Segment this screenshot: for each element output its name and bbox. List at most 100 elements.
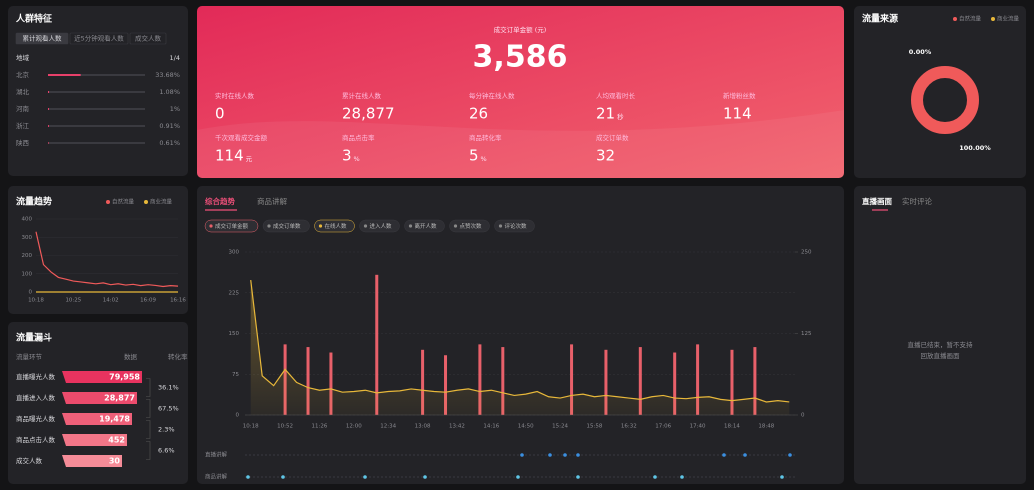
bracket [146,441,151,460]
tab[interactable]: 商品讲解 [257,196,287,206]
bar [604,349,608,415]
filter-label[interactable]: 离开人数 [415,222,438,230]
metric-label: 每分钟在线人数 [469,91,515,100]
y2-tick-label: 125 [801,331,812,337]
line-area [250,280,790,415]
headline-value: 3,586 [473,40,568,75]
bar [673,352,677,415]
pill-dot [318,224,323,228]
line [250,279,790,403]
x-tick-label: 15:58 [587,424,603,430]
timeline-label: 直播讲解 [205,451,228,459]
legend-label: 商业流量 [150,198,173,206]
bracket [146,378,151,397]
stage-name: 商品点击人数 [16,435,56,444]
tab[interactable]: 直播画面 [862,196,892,206]
metric-label: 成交订单数 [596,133,629,142]
metric-unit: 秒 [617,112,624,121]
x-tick-label: 12:34 [380,424,396,430]
filter-pill[interactable] [262,219,310,233]
rate: 36.1% [158,384,179,392]
column-header: 转化率 [168,352,188,361]
region-value: 0.61% [159,139,180,147]
region-name: 湖北 [16,87,30,96]
headline-label: 成交订单金额 (元) [494,25,547,34]
metric-value: 114 [723,105,752,123]
stage-value: 28,877 [104,394,135,403]
pill-dot [267,224,271,228]
tab[interactable]: 综合趋势 [205,196,235,206]
funnel-bar [62,371,142,383]
pill-dot [408,224,413,228]
filter-label[interactable]: 成交订单数 [273,222,301,230]
tab[interactable] [69,32,129,45]
x-tick-label: 12:00 [346,424,362,430]
filter-pill[interactable] [449,219,490,233]
region-bar [48,142,49,144]
y-tick-label: 100 [22,271,33,277]
region-value: 0.91% [159,122,180,130]
rate: 2.3% [158,426,175,434]
panel-title: 流量来源 [862,13,898,25]
pill-dot [498,224,503,228]
y2-tick-label: 250 [801,250,812,256]
metric-value: 28,877 [342,105,395,123]
filter-label[interactable]: 进入人数 [370,222,393,230]
dimension: 地域 [16,53,30,62]
bar [638,347,642,415]
bar [570,344,574,415]
metric-value: 32 [596,147,615,165]
filter-pill[interactable] [494,219,535,233]
filter-label[interactable]: 成交订单金额 [215,222,249,230]
hero-wave [197,110,844,178]
bar [329,352,333,415]
hero-panel [197,6,844,178]
tab-label: 累计观看人数 [23,34,63,43]
bar [421,349,425,415]
rate: 67.5% [158,405,179,413]
tab[interactable]: 实时评论 [902,196,932,206]
funnel-bar [62,434,127,446]
region-value: 1% [170,105,180,113]
pie-label: 0.00% [909,48,932,56]
live-message: 回放直播画面 [921,351,961,360]
panel-title: 人群特征 [15,13,52,25]
x-tick-label: 17:06 [655,424,671,430]
funnel-bar [62,392,137,404]
bar [306,347,310,415]
pie-segment [911,66,979,134]
y-tick-label: 0 [29,290,33,296]
filter-pill[interactable] [204,219,259,233]
filter-label[interactable]: 评论次数 [505,222,528,230]
metric-label: 实时在线人数 [215,91,255,100]
y-tick-label: 300 [229,250,240,256]
filter-pill[interactable] [404,219,445,233]
filter-label[interactable]: 点赞次数 [460,222,483,230]
y-tick-label: 225 [229,290,240,296]
metric-value: 21 [596,105,615,123]
panel-title: 流量趋势 [16,196,52,208]
tab[interactable] [15,32,69,45]
bar [696,344,700,415]
pill-dot [453,224,458,228]
panel [8,186,188,314]
metric-unit: % [354,155,360,163]
bar [375,274,379,415]
filter-pill[interactable] [314,219,355,233]
filter-pill[interactable] [359,219,400,233]
bar [753,347,757,415]
bracket [146,420,151,439]
legend-swatch [953,17,957,21]
tab-label: 近5分钟观看人数 [74,34,124,43]
x-tick-label: 18:48 [758,424,774,430]
bar [478,344,482,415]
filter-label[interactable]: 在线人数 [325,222,348,230]
y-tick-label: 200 [22,253,33,259]
stage-name: 商品曝光人数 [16,414,56,423]
region-name: 陕西 [16,138,30,147]
tab[interactable] [129,32,167,45]
region-bar [48,125,49,127]
pill-dot [363,224,368,228]
